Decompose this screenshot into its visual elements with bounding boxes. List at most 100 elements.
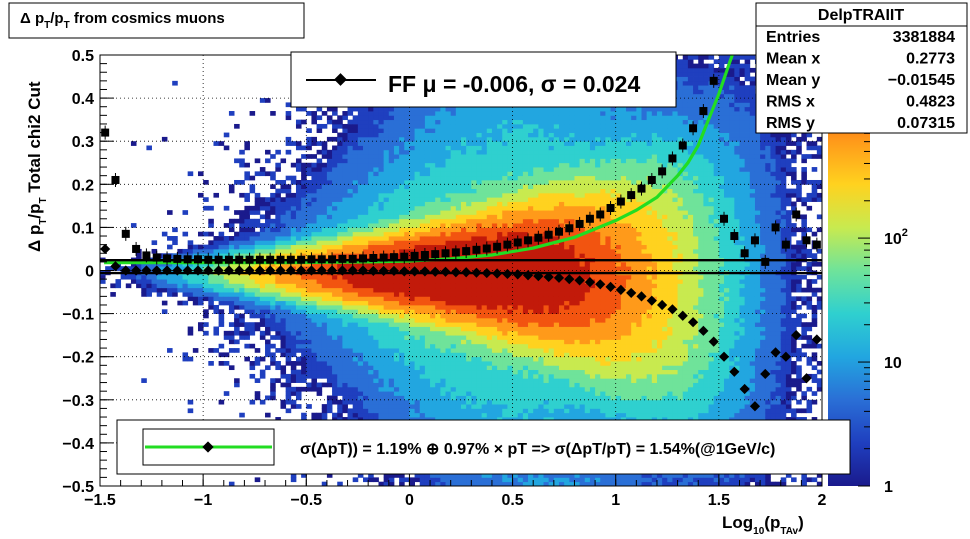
- heatmap-cell: [357, 292, 364, 297]
- heatmap-cell: [342, 210, 348, 215]
- heatmap-cell: [332, 296, 338, 302]
- heatmap-cell: [466, 154, 472, 159]
- heatmap-cell: [373, 391, 379, 396]
- heatmap-cell: [491, 201, 498, 207]
- heatmap-cell: [337, 231, 343, 237]
- heatmap-cell: [430, 141, 436, 146]
- heatmap-cell: [306, 145, 312, 151]
- heatmap-cell: [378, 171, 385, 177]
- heatmap-cell: [497, 330, 503, 336]
- heatmap-cell: [461, 348, 467, 353]
- heatmap-cell: [528, 326, 534, 332]
- heatmap-cell: [409, 111, 415, 116]
- heatmap-cell: [373, 266, 379, 271]
- heatmap-cell: [337, 248, 343, 254]
- heatmap-cell: [507, 136, 513, 142]
- heatmap-cell: [522, 119, 529, 125]
- heatmap-cell: [146, 283, 152, 289]
- heatmap-cell: [228, 218, 235, 224]
- heatmap-cell: [342, 214, 348, 220]
- heatmap-cell: [332, 395, 338, 401]
- heatmap-cell: [378, 352, 385, 358]
- heatmap-cell: [507, 330, 513, 336]
- heatmap-cell: [244, 175, 250, 181]
- heatmap-cell: [363, 326, 369, 332]
- heatmap-cell: [357, 296, 364, 302]
- heatmap-cell: [280, 201, 287, 207]
- heatmap-cell: [208, 274, 214, 280]
- heatmap-cell: [435, 223, 441, 228]
- heatmap-cell: [414, 227, 421, 233]
- heatmap-cell: [332, 227, 338, 233]
- heatmap-cell: [471, 283, 477, 289]
- heatmap-cell: [522, 184, 529, 190]
- heatmap-cell: [290, 322, 297, 327]
- heatmap-cell: [352, 378, 359, 383]
- heatmap-cell: [270, 171, 276, 177]
- heatmap-cell: [481, 197, 488, 202]
- heatmap-cell: [497, 300, 503, 306]
- heatmap-cell: [306, 352, 312, 358]
- heatmap-cell: [373, 223, 379, 228]
- heatmap-cell: [311, 214, 317, 220]
- heatmap-cell: [486, 361, 493, 366]
- heatmap-cell: [466, 304, 472, 310]
- heatmap-cell: [419, 361, 426, 366]
- heatmap-cell: [517, 218, 524, 224]
- heatmap-cell: [393, 201, 400, 207]
- heatmap-cell: [197, 192, 204, 198]
- heatmap-cell: [522, 136, 529, 142]
- heatmap-cell: [466, 141, 472, 146]
- heatmap-cell: [419, 119, 426, 125]
- heatmap-cell: [404, 179, 410, 185]
- heatmap-cell: [450, 348, 457, 353]
- heatmap-cell: [517, 179, 524, 185]
- heatmap-cell: [151, 279, 158, 284]
- heatmap-cell: [363, 296, 369, 302]
- heatmap-cell: [450, 352, 457, 358]
- heatmap-cell: [528, 261, 534, 267]
- heatmap-cell: [285, 373, 292, 379]
- heatmap-cell: [512, 128, 519, 133]
- heatmap-cell: [316, 348, 323, 353]
- heatmap-cell: [326, 382, 333, 388]
- heatmap-cell: [373, 231, 379, 237]
- heatmap-cell: [378, 339, 385, 345]
- heatmap-cell: [430, 404, 436, 409]
- heatmap-cell: [430, 292, 436, 297]
- heatmap-cell: [223, 361, 230, 366]
- heatmap-cell: [378, 373, 385, 379]
- heatmap-cell: [481, 236, 488, 241]
- heatmap-cell: [347, 369, 354, 375]
- heatmap-cell: [161, 283, 168, 289]
- heatmap-cell: [342, 365, 348, 371]
- heatmap-cell: [347, 132, 354, 138]
- heatmap-cell: [419, 369, 426, 375]
- heatmap-cell: [491, 261, 498, 267]
- heatmap-cell: [491, 184, 498, 190]
- heatmap-cell: [332, 356, 338, 362]
- heatmap-cell: [430, 296, 436, 302]
- heatmap-cell: [332, 192, 338, 198]
- heatmap-cell: [265, 343, 271, 349]
- heatmap-cell: [486, 382, 493, 388]
- heatmap-cell: [517, 201, 524, 207]
- heatmap-cell: [522, 335, 529, 340]
- heatmap-cell: [342, 369, 348, 375]
- heatmap-cell: [290, 292, 297, 297]
- heatmap-cell: [234, 296, 240, 302]
- heatmap-cell: [461, 158, 467, 164]
- heatmap-cell: [316, 343, 323, 349]
- heatmap-cell: [440, 136, 446, 142]
- heatmap-cell: [234, 304, 240, 310]
- heatmap-cell: [409, 141, 415, 146]
- heatmap-cell: [285, 313, 292, 319]
- heatmap-cell: [378, 123, 385, 129]
- heatmap-cell: [393, 417, 400, 422]
- heatmap-cell: [337, 184, 343, 190]
- heatmap-cell: [517, 373, 524, 379]
- heatmap-cell: [486, 119, 493, 125]
- heatmap-cell: [368, 473, 374, 478]
- heatmap-cell: [352, 132, 359, 138]
- heatmap-cell: [373, 378, 379, 383]
